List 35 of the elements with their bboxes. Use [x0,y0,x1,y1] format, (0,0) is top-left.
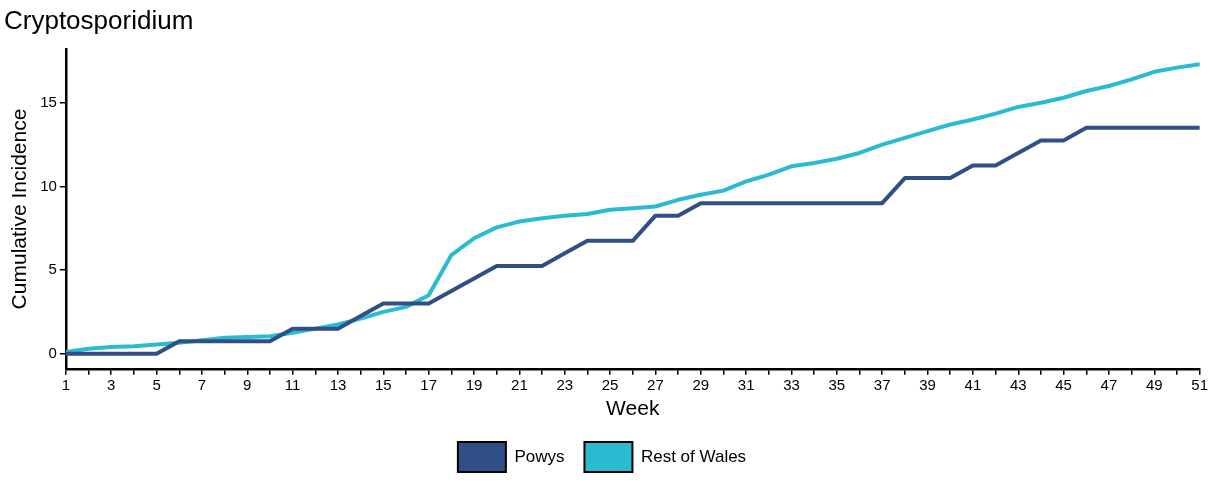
y-axis-title: Cumulative Incidence [7,108,31,310]
y-tick-label: 0 [48,343,57,361]
x-tick-label: 25 [601,375,619,393]
x-tick-label: 15 [375,375,392,393]
legend-label: Powys [514,446,565,466]
x-tick-label: 3 [107,375,116,393]
x-tick-label: 13 [329,375,347,393]
x-tick-label: 45 [1055,375,1072,393]
x-tick-label: 31 [737,375,755,393]
x-tick-label: 5 [152,375,161,393]
x-tick-label: 1 [61,375,71,393]
x-tick-label: 19 [465,375,483,393]
y-tick-label: 5 [48,260,57,278]
x-tick-label: 51 [1191,375,1208,393]
legend-label: Rest of Wales [640,446,747,466]
x-tick-label: 43 [1009,375,1027,393]
chart-title: Cryptosporidium [4,4,194,35]
x-tick-label: 9 [243,375,252,393]
x-tick-label: 21 [511,375,528,393]
x-tick-label: 33 [783,375,800,393]
x-tick-label: 29 [692,375,710,393]
x-tick-label: 17 [420,375,438,393]
y-tick-label: 10 [40,176,57,194]
x-tick-label: 35 [828,375,846,393]
x-tick-label: 37 [873,375,891,393]
x-tick-label: 7 [197,375,207,393]
y-tick-label: 15 [40,92,57,110]
x-tick-label: 27 [647,375,664,393]
x-tick-label: 39 [919,375,936,393]
x-tick-label: 41 [964,375,982,393]
x-axis-title: Week [606,396,660,420]
x-tick-label: 47 [1100,375,1118,393]
x-tick-label: 49 [1145,375,1163,393]
x-tick-label: 11 [284,375,301,393]
x-tick-label: 23 [556,375,574,393]
